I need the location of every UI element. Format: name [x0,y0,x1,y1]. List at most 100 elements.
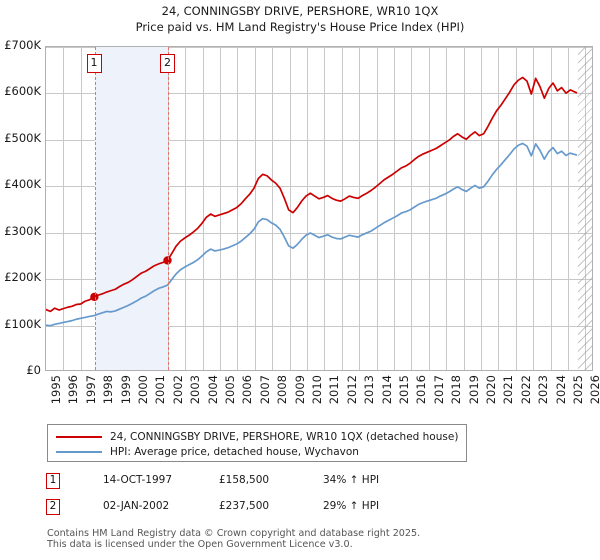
x-axis-tick-label: 2020 [483,375,498,405]
x-axis-tick-label: 2012 [344,375,359,405]
x-axis-tick-label: 1998 [101,375,116,405]
gridline-horizontal [46,139,592,141]
x-axis-tick-label: 2005 [222,375,237,405]
x-axis-tick-label: 2016 [414,375,429,405]
legend-swatch-hpi [56,450,102,453]
table-row: 1 14-OCT-1997 £158,500 34% ↑ HPI [45,472,515,498]
x-axis-tick-label: 2007 [257,375,272,405]
y-axis-tick-label: £600K [4,84,41,99]
gridline-horizontal [46,186,592,188]
footer-line-copyright: Contains HM Land Registry data © Crown c… [47,528,421,539]
gridline-vertical [480,47,482,370]
chart-legend: 24, CONNINGSBY DRIVE, PERSHORE, WR10 1QX… [47,424,467,462]
gridline-vertical [341,47,343,370]
transaction-index-badge: 2 [46,499,60,515]
gridline-vertical [567,47,569,370]
gridline-vertical [550,47,552,370]
x-axis-tick-label: 2001 [153,375,168,405]
transaction-date: 14-OCT-1997 [103,474,172,486]
table-row: 2 02-JAN-2002 £237,500 29% ↑ HPI [45,498,515,524]
transaction-point-marker [163,256,172,265]
event-vertical-line [167,47,169,370]
transaction-hpi-delta: 29% ↑ HPI [323,500,380,512]
legend-label-price-paid: 24, CONNINGSBY DRIVE, PERSHORE, WR10 1QX… [110,430,459,443]
transaction-table: 1 14-OCT-1997 £158,500 34% ↑ HPI 2 02-JA… [45,472,515,524]
transaction-index-badge: 1 [46,473,60,489]
y-axis-tick-label: £700K [4,38,41,52]
x-axis-tick-label: 2006 [240,375,255,405]
x-axis-tick-label: 2010 [309,375,324,405]
y-axis-tick-label: £400K [4,177,41,192]
series-line-price-paid [46,76,578,313]
x-axis-tick-label: 2023 [536,375,551,405]
y-axis-tick-label: £500K [4,130,41,145]
gridline-vertical [498,47,500,370]
x-axis-tick-label: 1997 [83,375,98,405]
event-marker-badge[interactable]: 1 [86,54,102,73]
legend-item-price-paid: 24, CONNINGSBY DRIVE, PERSHORE, WR10 1QX… [48,429,466,444]
y-axis-tick-label: £0 [26,363,41,377]
gridline-vertical [446,47,448,370]
x-axis-tick-label: 2011 [327,375,342,405]
x-axis-tick-label: 2021 [501,375,516,405]
x-axis-tick-label: 2009 [292,375,307,405]
x-axis-tick-label: 2002 [170,375,185,405]
series-layer [46,76,578,327]
x-axis-tick-label: 1996 [66,375,81,405]
x-axis-tick-label: 2026 [588,375,600,405]
gridline-vertical [219,47,221,370]
x-axis-tick-label: 1995 [49,375,63,405]
gridline-vertical [533,47,535,370]
gridline-vertical [272,47,274,370]
gridline-horizontal [46,279,592,281]
y-axis-tick-label: £300K [4,223,41,238]
x-axis-tick-label: 2008 [275,375,290,405]
chart-title-block: 24, CONNINGSBY DRIVE, PERSHORE, WR10 1QX… [0,3,600,35]
gridline-horizontal [46,325,592,327]
y-axis-tick-label: £100K [4,316,41,331]
gridline-vertical [324,47,326,370]
legend-label-hpi: HPI: Average price, detached house, Wych… [110,445,359,458]
transaction-price: £158,500 [219,474,270,486]
x-axis-tick-label: 2003 [188,375,203,405]
gridline-horizontal [46,47,592,48]
gridline-vertical [237,47,239,370]
gridline-vertical [376,47,378,370]
x-axis-tick-label: 2014 [379,375,394,405]
page-title: 24, CONNINGSBY DRIVE, PERSHORE, WR10 1QX [161,4,439,18]
shaded-span [94,47,168,370]
no-data-hatch [578,47,592,370]
gridline-vertical [428,47,430,370]
event-vertical-line [94,47,96,370]
gridline-vertical [185,47,187,370]
footer-line-licence: This data is licensed under the Open Gov… [47,539,353,550]
x-axis-tick-label: 2024 [553,375,568,405]
y-axis-tick-label: £200K [4,270,41,285]
gridline-vertical [289,47,291,370]
series-line-hpi [46,142,578,327]
x-axis-tick-label: 2015 [396,375,411,405]
legend-swatch-price-paid [56,435,102,438]
footer-attribution: Contains HM Land Registry data © Crown c… [47,528,567,550]
gridline-vertical [359,47,361,370]
event-marker-badge[interactable]: 2 [159,54,175,73]
gridline-vertical [202,47,204,370]
gridline-vertical [463,47,465,370]
gridline-horizontal [46,232,592,234]
x-axis-tick-label: 2019 [466,375,481,405]
plot-frame [45,46,593,371]
gridline-horizontal [46,93,592,95]
gridline-vertical [80,47,82,370]
x-axis-tick-label: 2017 [431,375,446,405]
transaction-price: £237,500 [219,500,270,512]
gridline-vertical [515,47,517,370]
x-axis-tick-label: 2025 [570,375,585,405]
x-axis-tick-label: 2013 [362,375,377,405]
x-axis-tick-label: 1999 [118,375,133,405]
transaction-date: 02-JAN-2002 [103,500,170,512]
transaction-point-marker [90,292,99,302]
gridline-vertical [254,47,256,370]
chart-area: £0 £100K £200K £300K £400K £500K £600K £700K 19… [4,39,600,404]
gridline-vertical [306,47,308,370]
x-axis-tick-label: 2022 [518,375,533,405]
